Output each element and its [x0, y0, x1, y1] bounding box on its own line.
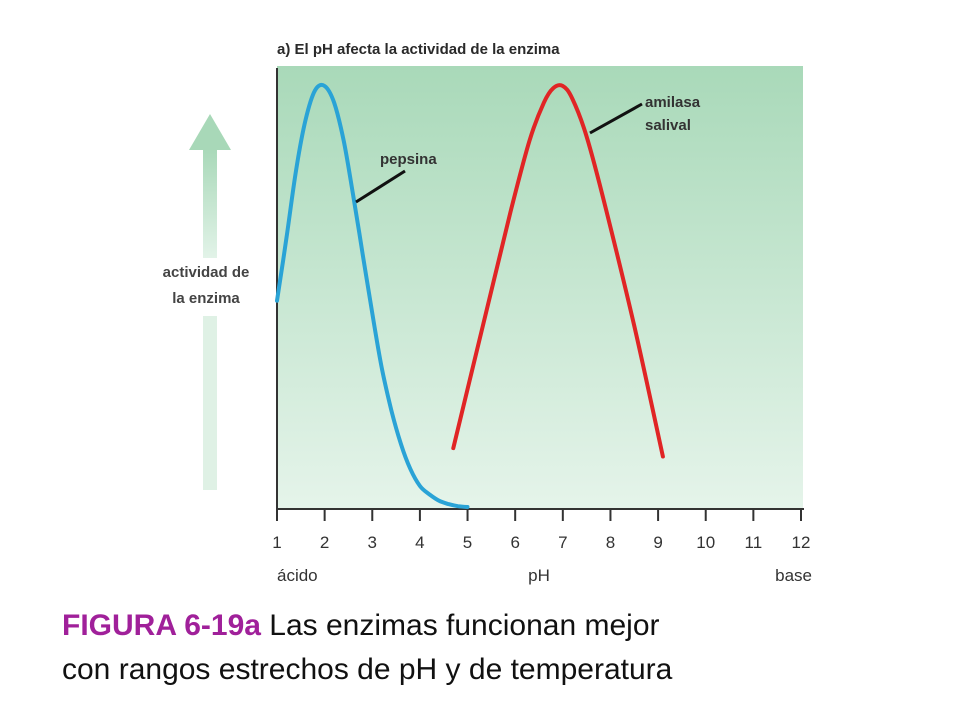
x-tick-label: 11 [745, 533, 763, 552]
figure-caption-text-line1: Las enzimas funcionan mejor [260, 609, 660, 642]
x-tick-label: 7 [558, 533, 567, 552]
x-tick-label: 9 [653, 533, 662, 552]
x-tick-label: 12 [792, 533, 811, 552]
figure-caption: FIGURA 6-19a Las enzimas funcionan mejor… [62, 604, 942, 692]
x-tick-label: 1 [272, 533, 281, 552]
x-tick-label: 3 [368, 533, 377, 552]
x-tick-label: 8 [606, 533, 615, 552]
x-axis-right-label: base [775, 566, 812, 585]
series-label-pepsina: pepsina [380, 151, 437, 168]
activity-arrow-icon [189, 114, 231, 490]
series-line-amilasa [451, 83, 665, 459]
y-axis-label-line1: actividad de [163, 264, 250, 281]
amilasa-leader-line [589, 102, 643, 135]
x-tick-label: 5 [463, 533, 472, 552]
figure-caption-label: FIGURA 6-19a [62, 609, 261, 642]
x-tick-label: 6 [510, 533, 519, 552]
x-axis-left-label: ácido [277, 566, 318, 585]
chart-title: a) El pH afecta la actividad de la enzim… [277, 41, 560, 58]
y-axis-label-line2: la enzima [172, 290, 240, 307]
x-axis-label: pH [528, 566, 550, 585]
series-line-pepsina [275, 82, 470, 509]
pepsina-leader-line [355, 169, 406, 204]
series-label-amilasa-line1: amilasa [645, 94, 701, 111]
x-tick-label: 2 [320, 533, 329, 552]
x-tick-label: 10 [696, 533, 715, 552]
plot-area [277, 66, 803, 508]
figure-caption-text-line2: con rangos estrechos de pH y de temperat… [62, 653, 673, 686]
x-tick-label: 4 [415, 533, 424, 552]
series-label-amilasa-line2: salival [645, 117, 691, 134]
